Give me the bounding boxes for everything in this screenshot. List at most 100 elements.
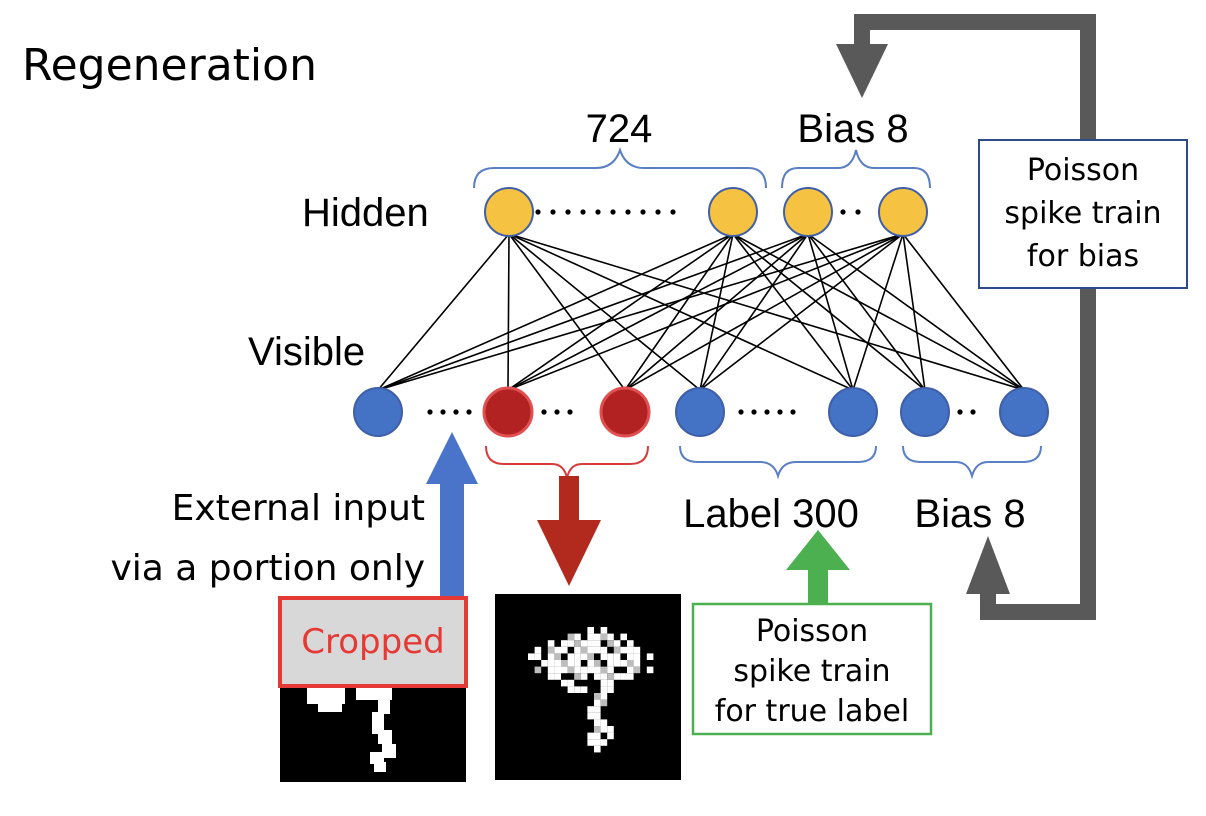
regen-pixel [594, 666, 601, 674]
connection-line [732, 233, 926, 391]
regen-pixel [587, 633, 594, 641]
regen-pixel [607, 666, 614, 674]
connection-line [699, 233, 734, 391]
visible-ellipsis [427, 409, 976, 415]
connection-line [732, 233, 854, 391]
regen-pixel [567, 640, 575, 647]
regen-pixel [587, 653, 594, 660]
regen-pixel [620, 673, 627, 680]
regen-pixel [587, 739, 594, 746]
connection-line [377, 233, 734, 391]
regen-pixel [646, 653, 654, 660]
regen-pixel [633, 646, 641, 654]
regen-pixel [547, 646, 555, 654]
regen-pixel [600, 673, 608, 680]
connection-line [508, 233, 701, 391]
connection-line [507, 233, 904, 391]
brace-visible-input [485, 445, 649, 479]
regen-pixel [627, 666, 634, 674]
regen-pixel [600, 686, 608, 693]
regen-pixel [594, 739, 601, 746]
regen-pixel [607, 732, 614, 740]
cropped-label: Cropped [301, 622, 444, 662]
regen-pixel [600, 627, 608, 634]
regen-pixel [547, 660, 555, 667]
diagram-title: Regeneration [22, 40, 317, 91]
regen-pixel [633, 653, 641, 660]
hidden-main-count-label: 724 [586, 107, 653, 151]
connection-line [807, 233, 854, 391]
regen-pixel [534, 646, 542, 654]
regen-pixel [580, 686, 588, 693]
regen-pixel [600, 653, 608, 660]
regen-pixel [587, 646, 594, 654]
regen-pixel [561, 660, 568, 667]
connection-line [902, 233, 1025, 391]
regen-pixel [600, 693, 608, 700]
regen-pixel [547, 653, 555, 660]
regen-pixel [554, 666, 561, 674]
poisson-label-line2: spike train [733, 654, 890, 689]
regen-pixel [574, 646, 581, 654]
regen-pixel [613, 673, 621, 680]
brace-visible-bias [902, 445, 1042, 480]
regen-pixel [613, 646, 621, 654]
regen-pixel [600, 726, 608, 733]
connection-line [507, 233, 510, 391]
regen-pixel [627, 660, 634, 667]
regen-pixel [594, 640, 601, 647]
hidden-layer-label: Hidden [302, 191, 429, 235]
regen-pixel [574, 660, 581, 667]
regen-pixel [600, 646, 608, 654]
regen-pixel [607, 686, 614, 693]
connection-line [624, 233, 734, 391]
hidden-bias-label: Bias 8 [797, 107, 908, 151]
connection-line [377, 233, 510, 391]
poisson-bias-line2: spike train [1004, 196, 1161, 231]
regen-pixel [594, 732, 601, 740]
regen-pixel [561, 640, 568, 647]
regen-pixel [574, 673, 581, 680]
regen-pixel [554, 646, 561, 654]
poisson-label-line3: for true label [715, 694, 909, 729]
external-input-label-line1: External input [172, 488, 425, 529]
regen-pixel [600, 633, 608, 641]
regen-pixel [627, 646, 634, 654]
regen-pixel [627, 640, 634, 647]
hidden-node [708, 187, 758, 237]
regen-pixel [567, 686, 575, 693]
hidden-bias-node [783, 187, 833, 237]
regen-pixel [607, 653, 614, 660]
regen-pixel [600, 699, 608, 707]
regen-pixel [554, 653, 561, 660]
regen-pixel [574, 686, 581, 693]
visible-label-node [675, 387, 725, 437]
poisson-bias-box: Poisson spike train for bias [978, 139, 1188, 289]
regen-pixel [554, 660, 561, 667]
regen-pixel [620, 646, 627, 654]
regen-pixel [594, 706, 601, 713]
regen-pixel [607, 660, 614, 667]
regen-pixel [594, 673, 601, 680]
regen-pixel [580, 673, 588, 680]
regen-pixel [587, 712, 594, 720]
regen-pixel [594, 633, 601, 641]
label-input-arrow [786, 530, 850, 607]
connection-line [377, 233, 809, 391]
connection-line [507, 233, 809, 391]
regen-pixel [600, 679, 608, 687]
regen-pixel [567, 679, 575, 687]
regen-pixel [607, 633, 614, 641]
regen-pixel [587, 732, 594, 740]
brace-hidden-main [473, 146, 767, 189]
visible-bias-node [900, 387, 950, 437]
regen-pixel [547, 666, 555, 674]
regen-pixel [594, 646, 601, 654]
regen-pixel [646, 666, 654, 674]
regen-pixel [620, 633, 627, 641]
regen-pixel [594, 745, 601, 753]
visible-bias-node [999, 387, 1049, 437]
external-input-label-line2: via a portion only [110, 548, 425, 589]
regen-pixel [594, 712, 601, 720]
visible-label-group-label: Label 300 [683, 492, 859, 536]
